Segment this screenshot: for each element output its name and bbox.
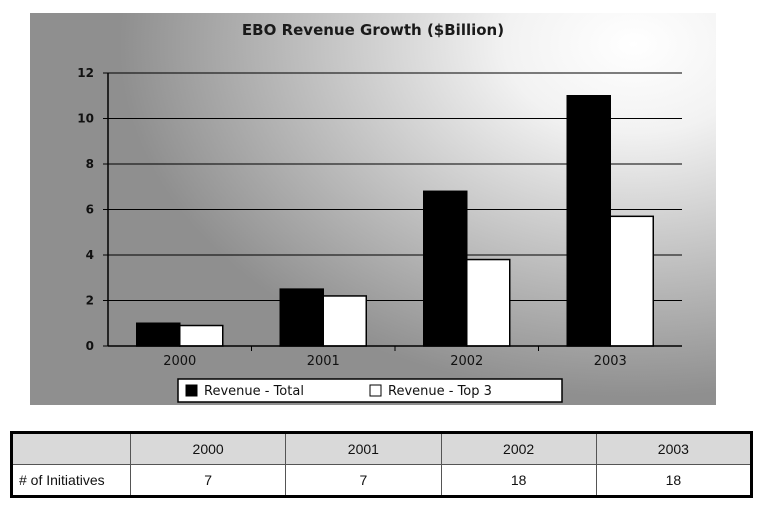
bar-revenue-total xyxy=(423,190,468,347)
table-cell: 7 xyxy=(129,464,287,497)
table-header-row: 2000 2001 2002 2003 xyxy=(11,432,753,465)
y-tick-label: 8 xyxy=(86,157,94,171)
axes: 0 2 4 6 8 10 12 2000 2001 2002 2003 xyxy=(77,66,682,369)
legend-swatch-total xyxy=(185,384,198,397)
bar-revenue-total xyxy=(566,95,611,347)
legend-label-top3: Revenue - Top 3 xyxy=(388,384,492,399)
table-cell: 18 xyxy=(595,464,753,497)
x-tick-label: 2002 xyxy=(450,354,483,369)
bars xyxy=(136,95,654,347)
y-tick-label: 12 xyxy=(77,66,94,80)
x-tick-label: 2001 xyxy=(307,354,340,369)
legend-swatch-top3 xyxy=(369,384,382,397)
table-row: # of Initiatives 7 7 18 18 xyxy=(11,464,753,497)
table-header-cell: 2002 xyxy=(440,432,597,465)
legend-label-total: Revenue - Total xyxy=(204,384,304,399)
y-tick-label: 6 xyxy=(86,203,94,217)
revenue-chart: EBO Revenue Growth ($Billion) 0 2 4 6 8 10 12 2… xyxy=(77,21,682,403)
chart-title: EBO Revenue Growth ($Billion) xyxy=(242,21,504,39)
bar-revenue-total xyxy=(136,322,181,347)
y-tick-label: 2 xyxy=(86,294,94,308)
table-header-cell: 2001 xyxy=(285,432,442,465)
bar-revenue-top3 xyxy=(609,215,654,347)
x-tick-label: 2000 xyxy=(163,354,196,369)
table-header-cell: 2003 xyxy=(595,432,753,465)
bar-revenue-top3 xyxy=(179,324,224,347)
table-row-label: # of Initiatives xyxy=(11,464,131,497)
initiatives-table: 2000 2001 2002 2003 # of Initiatives 7 7… xyxy=(10,431,753,498)
bar-revenue-top3 xyxy=(466,258,511,347)
y-tick-label: 4 xyxy=(86,248,94,262)
y-tick-label: 10 xyxy=(77,112,94,126)
bar-revenue-total xyxy=(279,288,324,347)
y-tick-label: 0 xyxy=(86,339,94,353)
bar-revenue-top3 xyxy=(322,295,367,347)
table-header-cell xyxy=(11,432,131,465)
table-header-cell: 2000 xyxy=(129,432,287,465)
x-tick-label: 2003 xyxy=(594,354,627,369)
table-cell: 18 xyxy=(440,464,597,497)
table-cell: 7 xyxy=(285,464,442,497)
legend: Revenue - Total Revenue - Top 3 xyxy=(177,378,563,403)
chart-panel: EBO Revenue Growth ($Billion) 0 2 4 6 8 10 12 2… xyxy=(30,13,716,405)
